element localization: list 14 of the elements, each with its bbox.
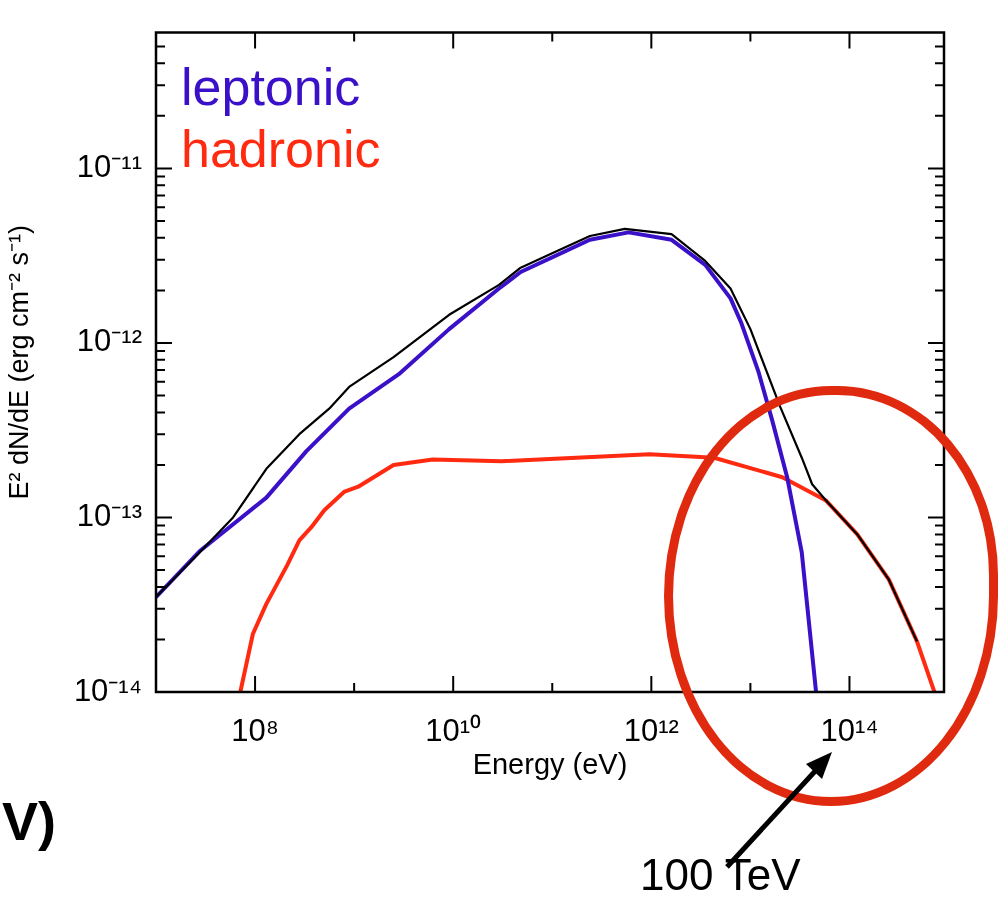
text: V) [2, 790, 56, 852]
y-tick-label: 10⁻¹³ [76, 498, 142, 534]
x-tick-label: 10¹⁰ [425, 713, 482, 749]
y-tick-label: 10⁻¹¹ [76, 148, 142, 184]
x-tick-label: 10¹⁴ [820, 713, 879, 749]
text: 100 TeV [640, 850, 801, 900]
x-axis-title: Energy (eV) [472, 747, 628, 780]
x-tick-label: 10⁸ [231, 713, 279, 749]
x-tick-label: 10¹² [623, 713, 679, 749]
text: hadronic [181, 119, 381, 178]
y-axis-title: E² dN/dE (erg cm⁻² s⁻¹) [3, 225, 34, 500]
y-tick-label: 10⁻¹² [76, 323, 142, 359]
text: leptonic [181, 57, 361, 116]
y-tick-label: 10⁻¹⁴ [73, 672, 142, 708]
